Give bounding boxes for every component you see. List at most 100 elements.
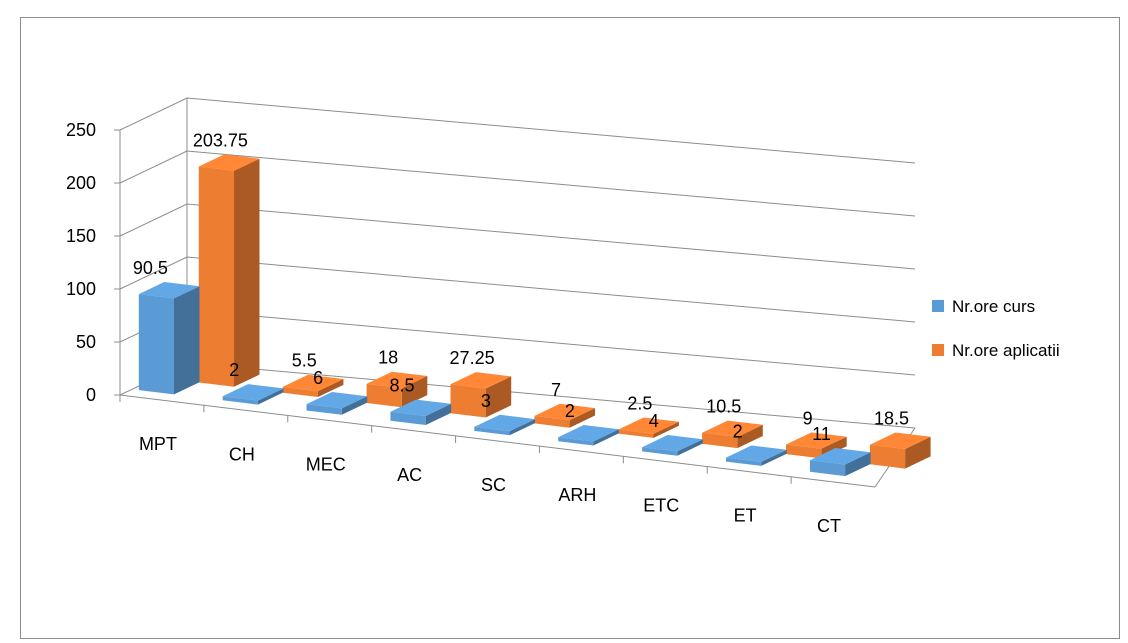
data-label: 8.5 [390, 376, 415, 396]
bars [138, 154, 931, 477]
bar-side [737, 424, 763, 449]
bar-top [138, 282, 200, 299]
bar-aplicatii-AC [450, 372, 512, 418]
x-axis-line [119, 394, 876, 488]
bar-front [558, 437, 594, 446]
bar-aplicatii-ARH [618, 417, 679, 438]
bar-top [390, 399, 452, 416]
bar-front [390, 411, 426, 425]
bar-front [450, 384, 486, 418]
x-axis-labels: MPT CH MEC AC SC ARH ETC ET CT [119, 395, 841, 536]
bar-aplicatii-SC [534, 403, 595, 428]
y-tick-label: 150 [66, 226, 96, 246]
bar-curs-ETC [642, 435, 703, 456]
bar-curs-ET [726, 445, 787, 466]
bar-top [809, 448, 871, 465]
bar-top [222, 384, 284, 401]
data-label: 11 [812, 424, 831, 444]
bar-curs-ARH [558, 425, 619, 446]
data-label: 3 [481, 391, 491, 411]
legend-swatch [932, 300, 944, 312]
x-tick-label: SC [481, 475, 506, 495]
bar-curs-SC [474, 414, 535, 436]
bar-top [869, 432, 931, 449]
bar-top [306, 392, 368, 409]
bar-side [341, 396, 368, 415]
x-tick-label: ETC [643, 495, 679, 515]
bar-side [653, 421, 679, 438]
bar-curs-MEC [306, 392, 368, 415]
data-label: 9 [803, 408, 813, 428]
bar-side [174, 286, 200, 395]
bar-side [317, 379, 344, 397]
bar-top [558, 425, 619, 442]
data-label: 2.5 [627, 393, 652, 413]
data-label: 6 [313, 368, 323, 388]
data-label: 5.5 [292, 351, 317, 371]
bar-top [702, 420, 763, 437]
bar-front [222, 396, 258, 405]
data-label: 7 [551, 380, 561, 400]
y-tick-label: 50 [76, 332, 96, 352]
data-label: 27.25 [450, 348, 495, 368]
data-label: 2 [565, 401, 575, 421]
bar-side [425, 403, 452, 425]
bar-front [726, 457, 762, 466]
bar-front [534, 416, 570, 428]
bar-side [593, 429, 619, 446]
bar-side [257, 388, 284, 405]
y-axis-ticks: 0 50 100 150 200 250 [66, 120, 120, 405]
bar-side [761, 449, 787, 466]
y-tick-label: 250 [66, 120, 96, 140]
bar-front [869, 444, 906, 469]
bar-side [845, 452, 871, 477]
bar-side [569, 408, 595, 428]
bar-top [474, 414, 535, 432]
bar-aplicatii-CH [282, 374, 344, 397]
data-labels: 203.75 90.5 5.5 2 18 6 27.25 8.5 7 3 2.5 2 10.5 4 9 2 18… [133, 130, 909, 444]
bar-side [905, 436, 931, 469]
bar-top [282, 374, 344, 392]
x-tick-label: AC [397, 465, 422, 485]
bar-side [509, 419, 535, 436]
y-tick-label: 200 [66, 173, 96, 193]
data-label: 2 [733, 421, 743, 441]
bar-front [198, 166, 234, 387]
bar-top [450, 372, 512, 389]
data-label: 10.5 [706, 397, 741, 417]
bar-front [474, 426, 510, 436]
bar-front [786, 444, 822, 459]
bar-front [809, 460, 846, 477]
bar-front [138, 294, 174, 395]
bar-side [234, 158, 260, 387]
bar-curs-AC [390, 399, 452, 425]
legend-label: Nr.ore aplicatii [952, 341, 1060, 360]
legend-label: Nr.ore curs [952, 297, 1035, 316]
x-tick-label: MEC [306, 455, 346, 475]
data-label: 90.5 [133, 258, 168, 278]
bar-side [677, 439, 703, 456]
y-tick-label: 100 [66, 279, 96, 299]
legend-swatch [932, 344, 944, 356]
bar-curs-MPT [138, 282, 200, 395]
bar-top [786, 432, 847, 449]
bar-front [282, 386, 318, 397]
x-tick-label: ARH [558, 485, 596, 505]
bar-top [534, 403, 595, 421]
data-label: 203.75 [193, 130, 248, 150]
x-tick-label: CH [229, 444, 255, 464]
bar-aplicatii-CT [869, 432, 931, 469]
bar-aplicatii-MPT [198, 154, 260, 387]
x-tick-label: ET [734, 506, 757, 526]
bar-top [726, 445, 787, 462]
data-label: 18.5 [874, 409, 909, 429]
bar-aplicatii-MEC [366, 371, 428, 408]
x-tick-label: CT [817, 516, 841, 536]
bar-side [485, 376, 512, 418]
bar-front [366, 383, 402, 408]
legend: Nr.ore curs Nr.ore aplicatii [932, 297, 1060, 360]
data-label: 2 [229, 360, 239, 380]
bar-top [198, 154, 260, 171]
x-tick-label: MPT [139, 434, 177, 454]
